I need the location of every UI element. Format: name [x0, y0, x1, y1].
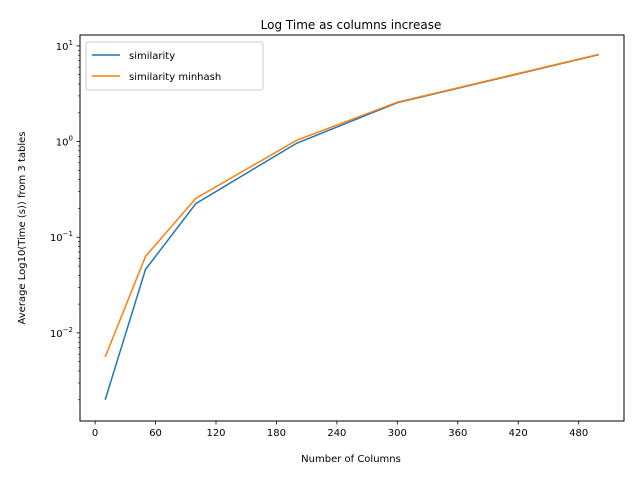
legend: similarity similarity minhash: [85, 41, 264, 91]
x-tick-label: 420: [509, 428, 528, 439]
y-tick-label: 10−1: [50, 230, 73, 244]
y-axis-label: Average Log10(Time (s)) from 3 tables: [17, 131, 28, 324]
x-tick-label: 300: [388, 428, 407, 439]
series-line-2: [104, 53, 599, 358]
legend-box: [85, 41, 264, 91]
x-axis-label: Number of Columns: [301, 454, 401, 465]
series-layer: [104, 53, 599, 401]
legend-label: similarity minhash: [129, 72, 221, 83]
x-tick-label: 180: [267, 428, 286, 439]
x-tick-label: 360: [448, 428, 467, 439]
y-axis-ticks: 10−2 10−1 100 101: [50, 39, 80, 401]
x-tick-label: 240: [327, 428, 346, 439]
chart-title: Log Time as columns increase: [261, 18, 442, 32]
legend-label: similarity: [129, 51, 175, 62]
x-axis-ticks: 0 60 120 180 240 300 360 420 480: [92, 421, 588, 439]
y-tick-label: 10−2: [50, 326, 73, 340]
series-line-1: [104, 53, 599, 401]
x-tick-label: 60: [149, 428, 162, 439]
x-tick-label: 120: [206, 428, 225, 439]
y-tick-label: 101: [56, 39, 73, 53]
x-tick-label: 0: [92, 428, 98, 439]
plot-frame: [79, 34, 625, 422]
x-tick-label: 480: [569, 428, 588, 439]
y-tick-label: 100: [56, 135, 73, 149]
